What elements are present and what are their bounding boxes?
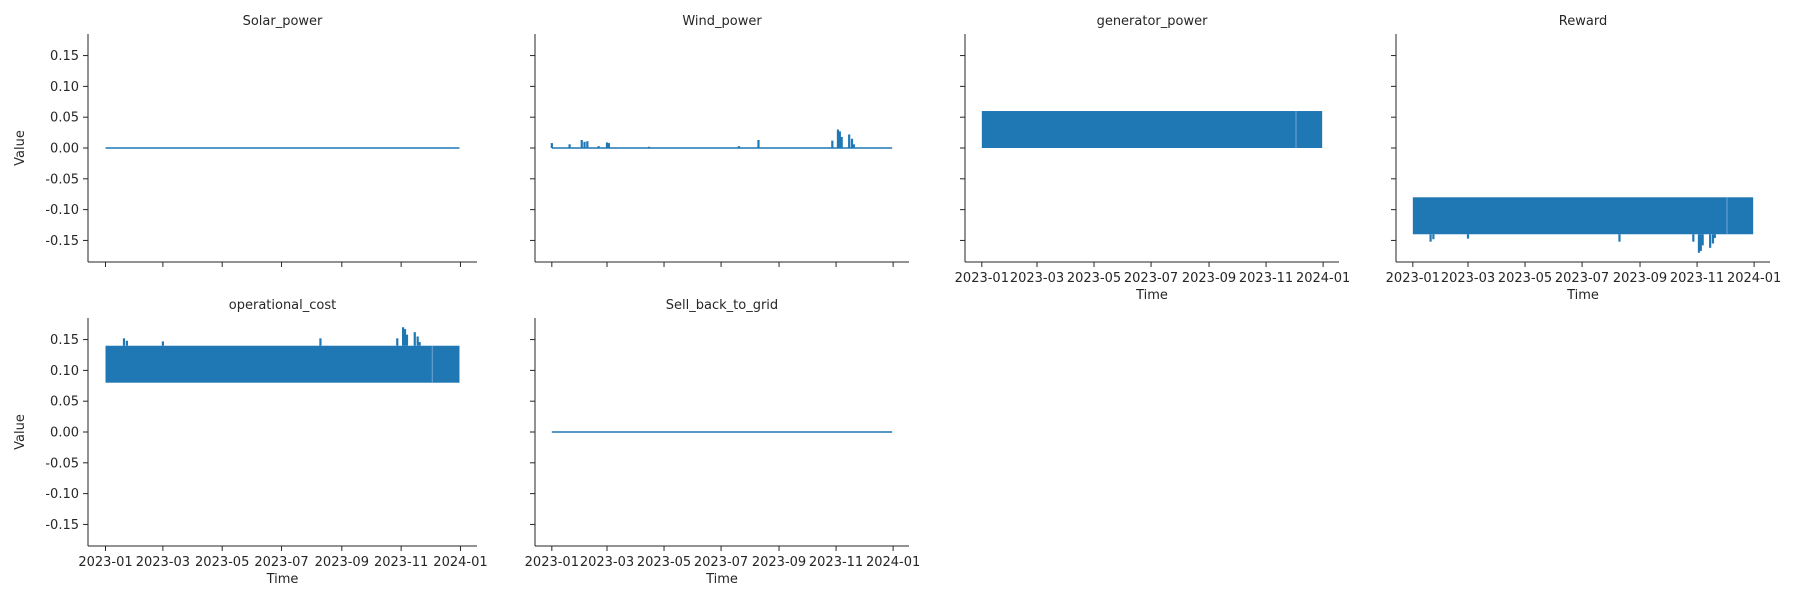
x-tick-label: 2023-09 xyxy=(1613,271,1667,286)
x-tick-label: 2024-01 xyxy=(1296,271,1350,286)
y-axis-label: Value xyxy=(13,414,28,450)
x-tick-label: 2023-05 xyxy=(1067,271,1121,286)
x-tick-label: 2024-01 xyxy=(866,555,920,570)
y-tick-label: 0.00 xyxy=(50,142,79,157)
y-tick-label: -0.10 xyxy=(45,203,79,218)
y-tick-label: -0.15 xyxy=(45,234,79,249)
x-tick-label: 2023-05 xyxy=(195,555,249,570)
y-tick-label: 0.10 xyxy=(50,364,79,379)
x-tick-label: 2024-01 xyxy=(1727,271,1781,286)
y-tick-label: -0.15 xyxy=(45,518,79,533)
panel-title: Solar_power xyxy=(243,14,323,29)
x-tick-label: 2023-01 xyxy=(78,555,132,570)
panel-title: generator_power xyxy=(1097,14,1209,29)
panel-operational-cost: operational_cost -0.15 -0.10 -0.05 0.00 0.05 0… xyxy=(13,298,488,587)
y-tick-label: -0.10 xyxy=(45,487,79,502)
y-tick-label: -0.05 xyxy=(45,172,79,187)
series-band xyxy=(981,111,1323,148)
x-tick-label: 2023-09 xyxy=(752,555,806,570)
y-tick-label: 0.00 xyxy=(50,426,79,441)
x-tick-label: 2023-01 xyxy=(955,271,1009,286)
x-tick-label: 2023-01 xyxy=(525,555,579,570)
x-axis-label: Time xyxy=(705,572,738,587)
x-tick-label: 2023-03 xyxy=(1010,271,1064,286)
x-axis-label: Time xyxy=(1566,288,1599,303)
x-tick-label: 2023-11 xyxy=(1670,271,1724,286)
y-axis-label: Value xyxy=(13,130,28,166)
panel-reward: Reward 2023-01 2023-03 2023-05 2023-07 2023-0… xyxy=(1386,14,1782,303)
x-tick-label: 2023-03 xyxy=(136,555,190,570)
x-tick-label: 2023-07 xyxy=(1555,271,1609,286)
panel-title: Wind_power xyxy=(682,14,762,29)
panel-solar-power: Solar_power -0.15 -0.10 -0.05 0.00 0.05 0.10 0.… xyxy=(13,14,477,267)
y-tick-label: 0.05 xyxy=(50,111,79,126)
series-band xyxy=(105,345,460,383)
x-tick-label: 2023-05 xyxy=(637,555,691,570)
y-tick-label: -0.05 xyxy=(45,456,79,471)
x-tick-label: 2023-09 xyxy=(315,555,369,570)
x-tick-label: 2023-09 xyxy=(1182,271,1236,286)
y-tick-label: 0.15 xyxy=(50,333,79,348)
x-tick-label: 2023-07 xyxy=(254,555,308,570)
x-tick-label: 2023-11 xyxy=(374,555,428,570)
x-tick-label: 2023-01 xyxy=(1386,271,1440,286)
x-tick-label: 2023-03 xyxy=(580,555,634,570)
x-tick-label: 2023-05 xyxy=(1498,271,1552,286)
x-tick-label: 2023-03 xyxy=(1441,271,1495,286)
x-axis-label: Time xyxy=(266,572,299,587)
series-band xyxy=(1412,197,1754,235)
x-axis-label: Time xyxy=(1135,288,1168,303)
x-tick-label: 2023-07 xyxy=(694,555,748,570)
y-tick-label: 0.10 xyxy=(50,80,79,95)
panel-wind-power: Wind_power xyxy=(530,14,909,267)
x-tick-label: 2023-11 xyxy=(809,555,863,570)
panel-title: operational_cost xyxy=(229,298,336,313)
panel-title: Reward xyxy=(1559,14,1607,29)
panel-title: Sell_back_to_grid xyxy=(666,298,778,313)
y-tick-label: 0.05 xyxy=(50,395,79,410)
x-tick-label: 2023-11 xyxy=(1239,271,1293,286)
x-tick-label: 2024-01 xyxy=(433,555,487,570)
x-tick-label: 2023-07 xyxy=(1124,271,1178,286)
y-tick-label: 0.15 xyxy=(50,49,79,64)
